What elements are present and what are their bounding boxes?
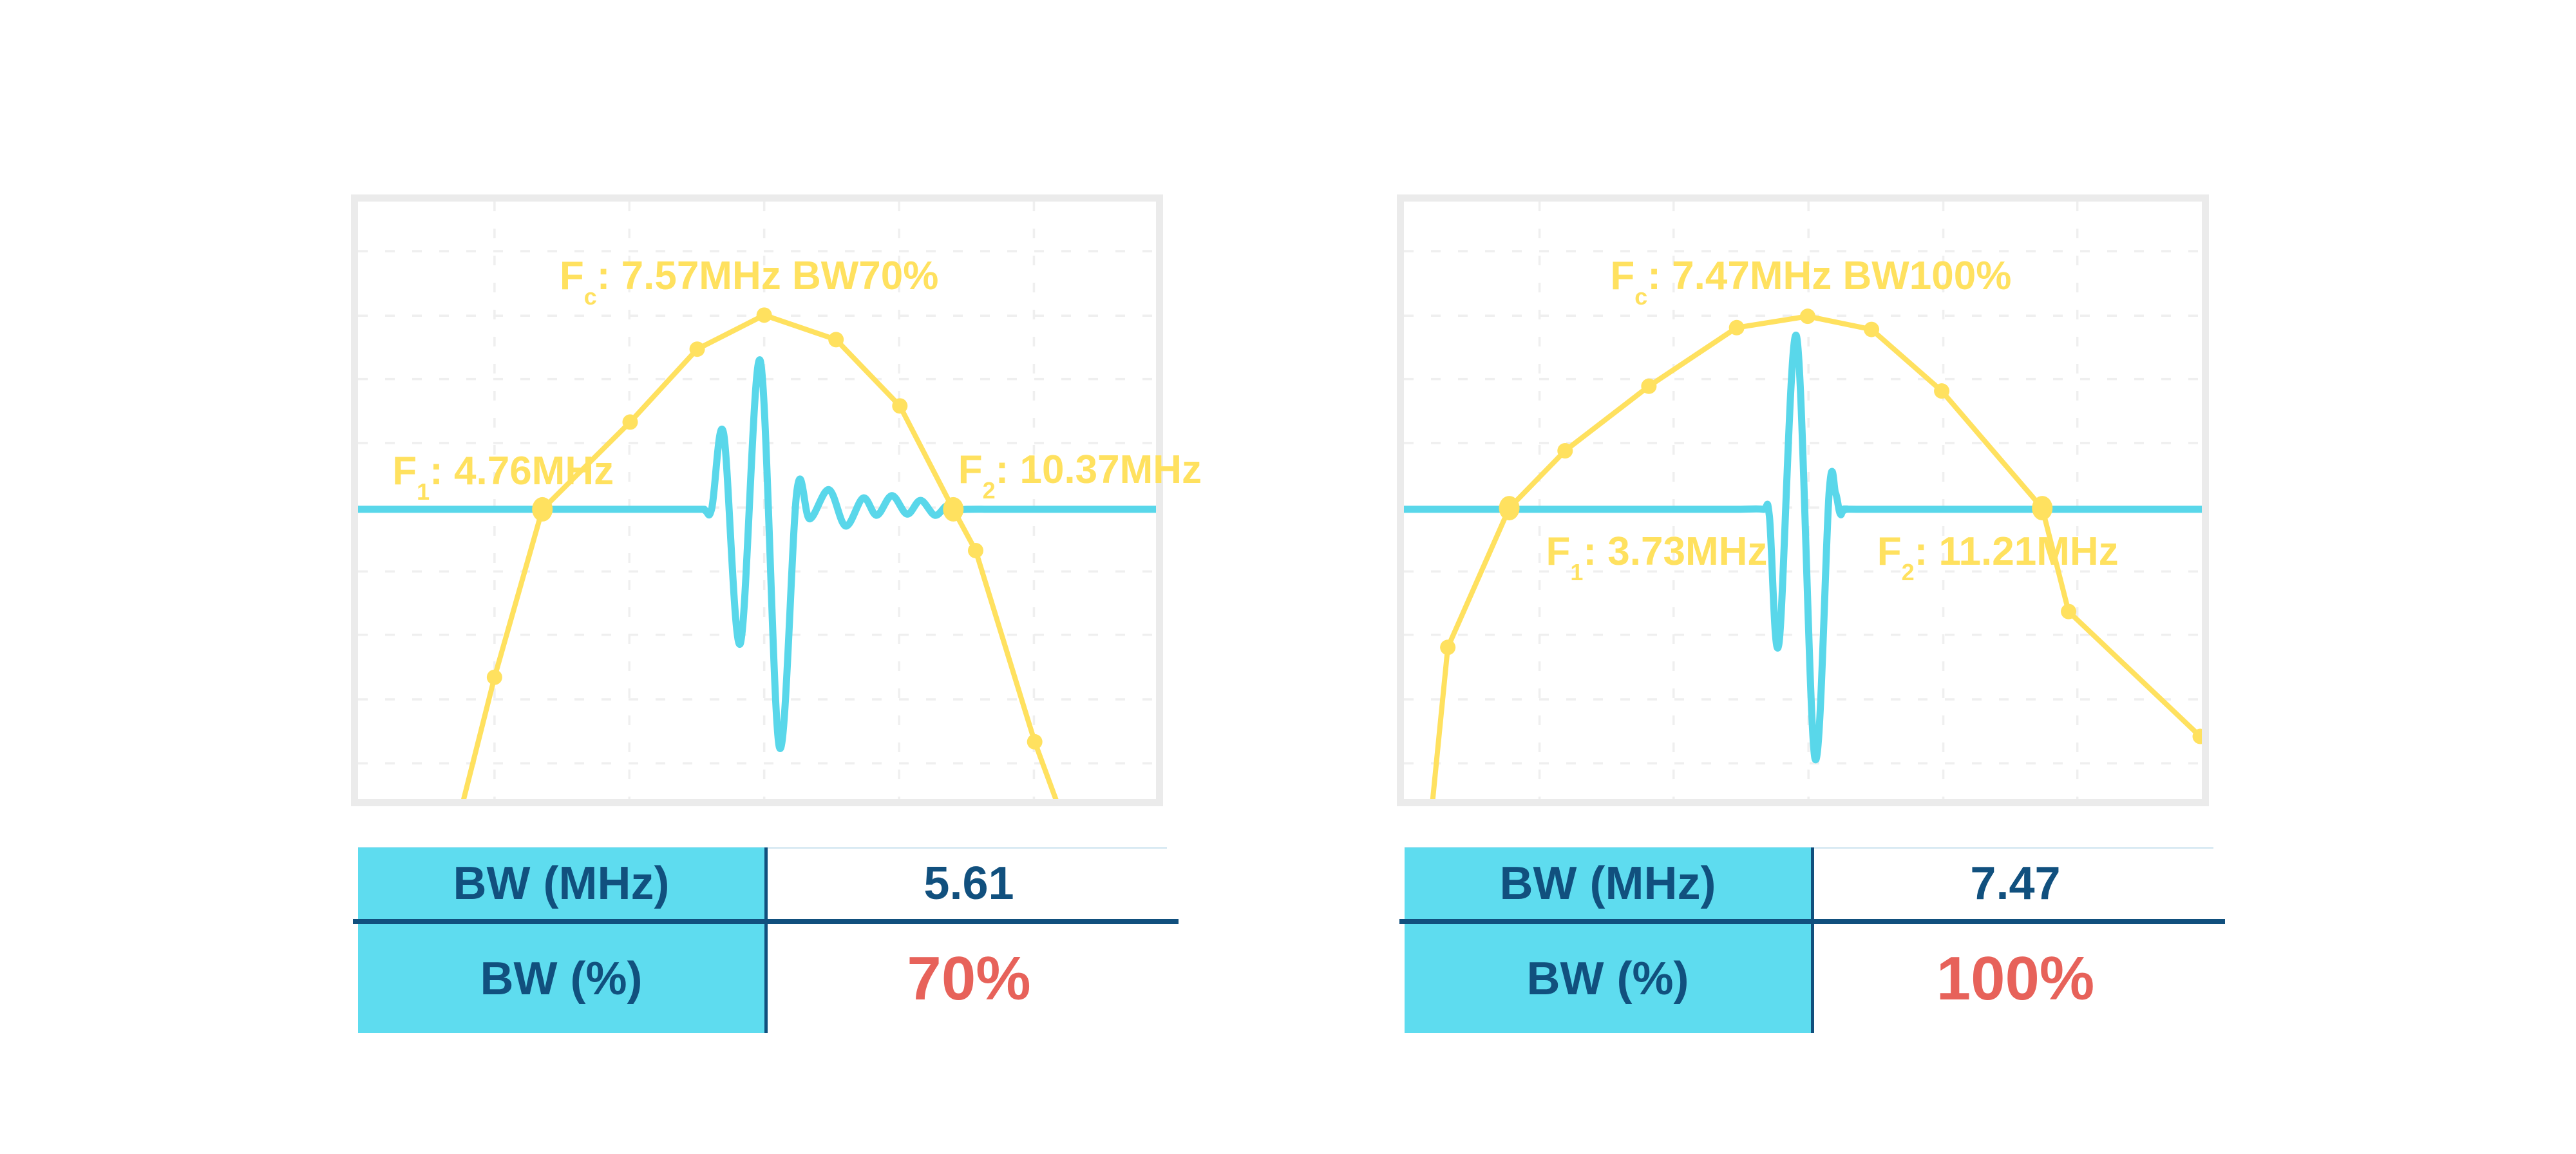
f2-label-sub: 2	[982, 477, 996, 504]
f1-label-text: : 3.73MHz	[1583, 529, 1768, 574]
bw-mhz-value: 5.61	[923, 857, 1014, 909]
f2-annotation: F2: 10.37MHz	[958, 448, 1202, 502]
bw-pct-label: BW (%)	[480, 952, 643, 1005]
fc-label-text: : 7.57MHz BW70%	[596, 253, 939, 298]
table-column-divider	[1811, 847, 1814, 1033]
f1-label-base: F	[1546, 529, 1571, 574]
table-header-column	[1405, 847, 1811, 1033]
spectrum-chart-bw100	[1404, 202, 2202, 799]
f2-label-sub: 2	[1901, 558, 1915, 585]
fc-label-base: F	[559, 253, 584, 298]
fc-label-base: F	[1610, 253, 1635, 298]
f1-annotation: F1: 3.73MHz	[1546, 529, 1768, 583]
bandwidth-table-bw70: BW (MHz) 5.61 BW (%) 70%	[353, 847, 1184, 1040]
fc-annotation: Fc: 7.47MHz BW100%	[1610, 253, 2012, 308]
bandwidth-table-bw100: BW (MHz) 7.47 BW (%) 100%	[1399, 847, 2230, 1040]
spectrum-plot-bw70: Fc: 7.57MHz BW70% F1: 4.76MHz F2: 10.37M…	[351, 194, 1202, 806]
fc-label-sub: c	[1634, 283, 1648, 310]
bw-mhz-label: BW (MHz)	[453, 857, 670, 909]
bw-pct-label: BW (%)	[1526, 952, 1689, 1005]
f1-annotation: F1: 4.76MHz	[392, 448, 614, 503]
spectrum-plot-bw100: Fc: 7.47MHz BW100% F1: 3.73MHz F2: 11.21…	[1397, 194, 2209, 806]
f1-label-sub: 1	[417, 478, 430, 506]
bw-mhz-value: 7.47	[1970, 857, 2061, 909]
f1-label-base: F	[392, 448, 417, 493]
table-column-divider	[764, 847, 768, 1033]
bw-mhz-label: BW (MHz)	[1499, 857, 1716, 909]
fc-label-sub: c	[583, 283, 597, 310]
f2-label-text: : 11.21MHz	[1914, 529, 2119, 574]
spectrum-chart-bw70	[358, 202, 1156, 799]
fc-annotation: Fc: 7.57MHz BW70%	[559, 253, 939, 308]
bw-pct-value: 70%	[907, 943, 1031, 1013]
fc-label-text: : 7.47MHz BW100%	[1647, 253, 2012, 298]
table-header-column	[358, 847, 764, 1033]
f2-label-text: : 10.37MHz	[995, 448, 1202, 493]
bw-pct-value: 100%	[1936, 943, 2095, 1013]
f1-label-text: : 4.76MHz	[430, 448, 614, 493]
f1-label-sub: 1	[1570, 558, 1584, 585]
f2-annotation: F2: 11.21MHz	[1877, 529, 2119, 583]
f2-label-base: F	[1877, 529, 1902, 574]
f2-label-base: F	[958, 448, 983, 493]
